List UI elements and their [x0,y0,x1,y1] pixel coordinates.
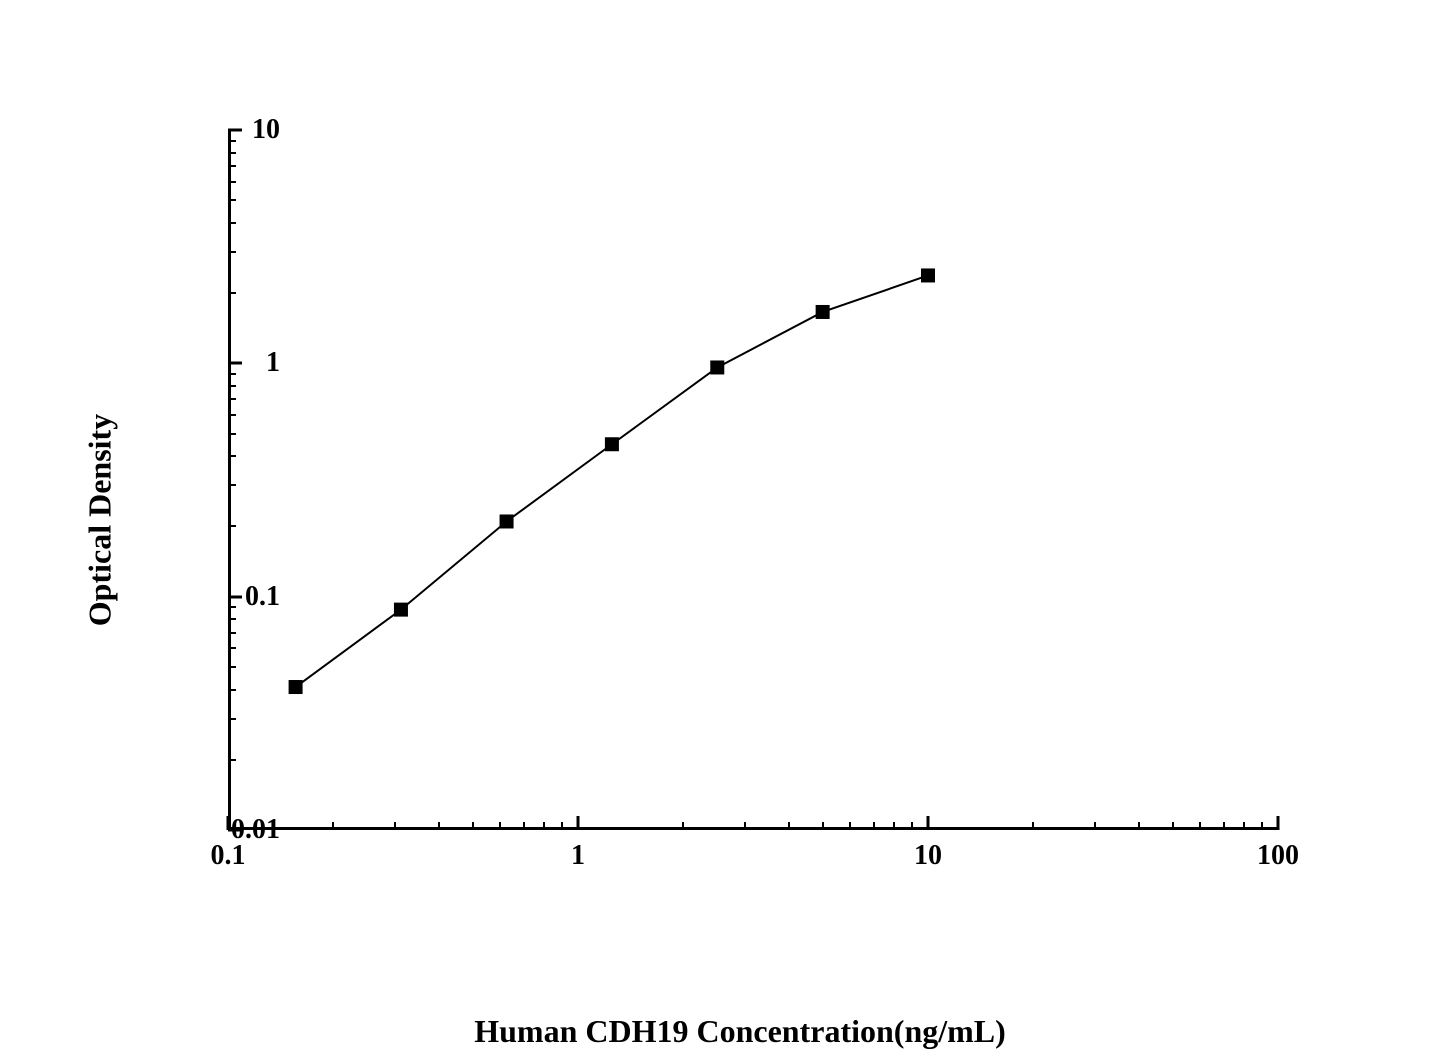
x-tick-label: 100 [1257,840,1299,872]
data-marker [710,360,724,374]
x-axis-label: Human CDH19 Concentration(ng/mL) [474,1013,1006,1050]
data-markers [289,268,935,694]
data-line [296,275,928,687]
x-tick-label: 1 [571,840,585,872]
data-marker [289,680,303,694]
data-marker [500,514,514,528]
data-marker [605,437,619,451]
chart-container: Optical Density Human CDH19 Concentratio… [140,80,1340,960]
data-marker [921,268,935,282]
data-marker [394,603,408,617]
chart-svg [228,130,1278,830]
x-tick-label: 0.1 [211,840,246,872]
x-tick-label: 10 [914,840,942,872]
y-axis-label: Optical Density [82,414,119,626]
data-marker [816,305,830,319]
